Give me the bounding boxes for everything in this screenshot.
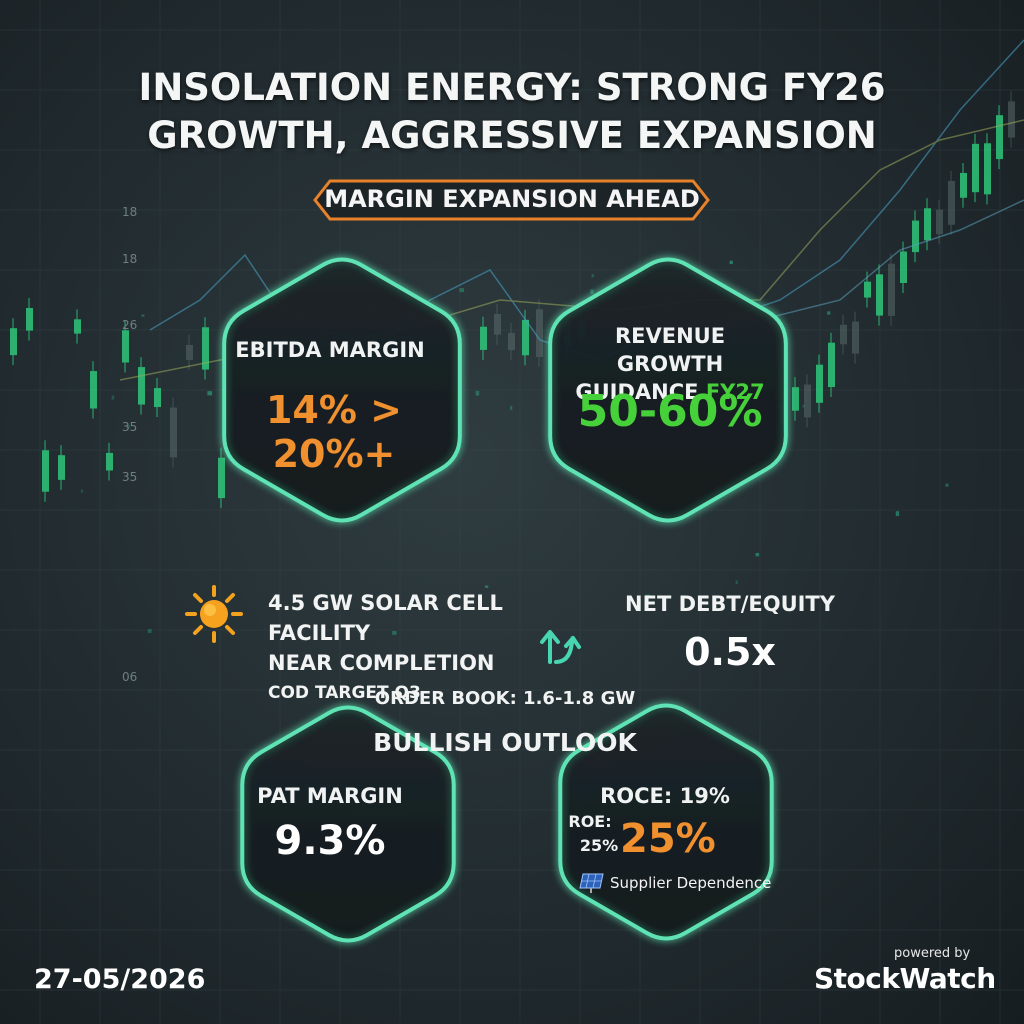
roce-label: ROCE: 19% [600,784,730,808]
background-candle [122,320,129,373]
background-candle [996,105,1003,170]
background-candle [792,377,799,421]
background-candle [218,447,225,509]
facility-block: 4.5 GW SOLAR CELL FACILITY NEAR COMPLETI… [268,588,598,708]
background-candle [508,322,515,361]
background-candle [42,440,49,502]
outlook-label: BULLISH OUTLOOK [373,728,637,757]
footer-date: 27-05/2026 [34,964,206,995]
background-candle [804,374,811,428]
facility-line-1: 4.5 GW SOLAR CELL FACILITY [268,591,503,645]
stockwatch-logo: StockWatch [814,962,996,995]
roe-small-value: 25% [579,836,619,855]
hex-ebitda [222,257,462,523]
background-candle [494,303,501,345]
background-candle [522,309,529,366]
background-candle [852,311,859,364]
powered-by-label: powered by [894,946,971,961]
hex-returns [558,703,774,941]
pat-value: 9.3% [274,818,386,864]
background-candle [106,442,113,481]
background-candle [90,361,97,419]
background-candle [912,210,919,263]
axis-tick-label: 18 [122,252,138,266]
background-candle [138,357,145,415]
revenue-value: 50-60% [577,386,763,437]
badge-frame [313,179,710,221]
facility-line-3: COD TARGET Q3 [268,683,421,703]
debt-value: 0.5x [684,630,776,674]
background-candle [170,397,177,468]
background-candle [984,133,991,205]
background-candle [876,264,883,326]
background-candle [840,314,847,355]
hex-pat [240,705,456,943]
background-candle [1008,91,1015,148]
roe-value: 25% [620,816,716,862]
background-candle [10,318,17,366]
axis-tick-label: 18 [122,205,138,219]
facility-line-2: NEAR COMPLETION [268,651,495,675]
background-candle [74,309,81,344]
supplier-dependence: Supplier Dependence [610,874,772,892]
axis-tick-label: 35 [122,470,138,484]
solar-panel-icon [579,873,604,893]
revenue-label-guidance: GUIDANCE [575,380,706,404]
background-candle [972,133,979,203]
background-candle [536,299,543,367]
order-book: ORDER BOOK: 1.6-1.8 GW [374,688,636,709]
title-line-2: GROWTH, AGGRESSIVE EXPANSION [147,114,877,157]
pat-label: PAT MARGIN [257,784,403,808]
sun-icon [185,585,243,643]
background-candle [924,198,931,251]
background-candle [480,316,487,360]
background-candle [202,317,209,380]
revenue-label-fy27: FY27 [705,380,765,404]
revenue-label-line-2: GUIDANCE FY27 [560,378,780,406]
background-candle [900,241,907,293]
hex-revenue [548,257,788,523]
margin-badge: MARGIN EXPANSION AHEAD [324,185,700,213]
axis-tick-label: 06 [122,670,138,684]
background-candle [828,332,835,398]
background-candle [948,171,955,235]
axis-tick-label: 26 [122,318,138,332]
page-title: INSOLATION ENERGY: STRONG FY26 GROWTH, A… [100,64,924,160]
background-candle [26,298,33,341]
background-candle [960,162,967,208]
debt-label: NET DEBT/EQUITY [625,592,835,616]
background-candle [888,253,895,326]
arrows-up-icon [540,630,581,664]
revenue-label: REVENUE GROWTH GUIDANCE FY27 [560,322,780,406]
title-line-1: INSOLATION ENERGY: STRONG FY26 [138,66,886,109]
ebitda-value: 14% > 20%+ [265,388,403,476]
roe-label: ROE: 25% [560,810,620,858]
axis-tick-label: 35 [122,420,138,434]
roe-label-text: ROE: [568,812,612,831]
background-candle [58,445,65,490]
background-candle [186,334,193,370]
background-candle [816,354,823,413]
revenue-label-line-1: REVENUE GROWTH [614,324,726,376]
background-candle [154,378,161,418]
ebitda-label: EBITDA MARGIN [235,338,425,362]
